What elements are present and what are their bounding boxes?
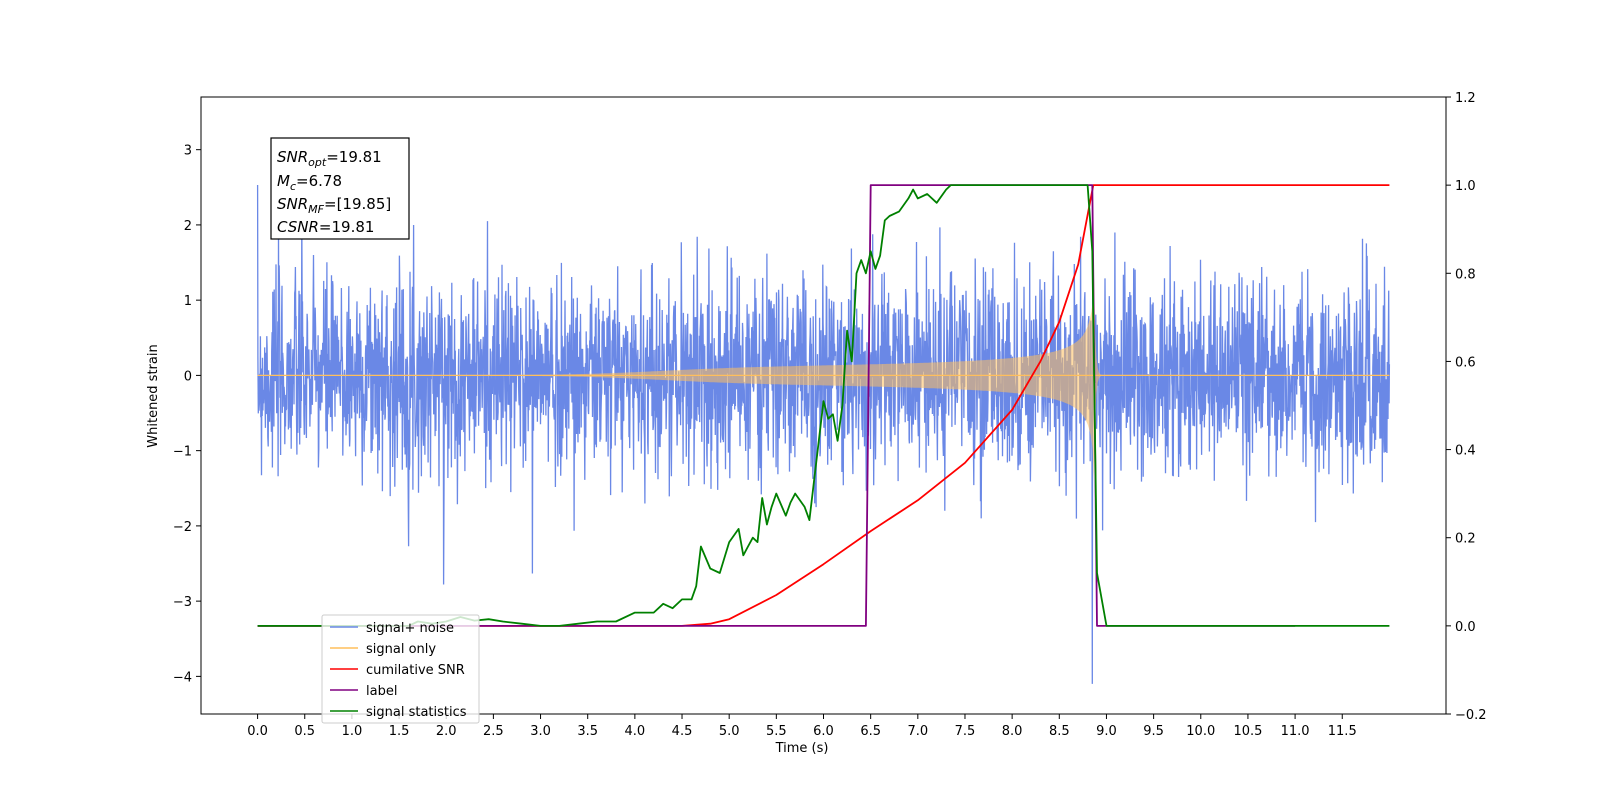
y-tick-label: 3: [184, 144, 192, 159]
x-tick-label: 2.0: [436, 724, 457, 739]
legend-label-signal-statistics: signal statistics: [366, 705, 467, 720]
x-tick-label: 3.5: [577, 724, 598, 739]
info-snr-mf: SNRMF=[19.85]: [277, 195, 391, 216]
y-tick-label: −2: [173, 520, 192, 535]
series-signal-statistics: [257, 184, 1390, 627]
legend-label-signal-noise: signal+ noise: [366, 621, 454, 636]
x-tick-label: 5.0: [719, 724, 740, 739]
x-tick-label: 0.0: [247, 724, 268, 739]
y-tick-label: −4: [173, 670, 192, 685]
x-tick-label: 7.5: [955, 724, 976, 739]
series-cumulative-snr: [257, 184, 1390, 627]
x-tick-label: 9.0: [1096, 724, 1117, 739]
x-tick-label: 0.5: [294, 724, 315, 739]
y2-tick-label: 1.0: [1455, 179, 1476, 194]
x-axis-label: Time (s): [775, 741, 829, 756]
y2-tick-label: 1.2: [1455, 91, 1476, 106]
legend-label-cumulative-snr: cumilative SNR: [366, 663, 465, 678]
x-tick-label: 4.0: [625, 724, 646, 739]
info-box: SNRopt=19.81 Mc=6.78 SNRMF=[19.85] CSNR=…: [270, 137, 410, 240]
x-tick-label: 1.0: [342, 724, 363, 739]
series-signal-noise: [256, 184, 1391, 684]
x-tick-label: 10.0: [1186, 724, 1215, 739]
y2-tick-label: 0.6: [1455, 355, 1476, 370]
x-tick-label: 8.5: [1049, 724, 1070, 739]
legend-label-signal-only: signal only: [366, 642, 436, 657]
info-snr-opt: SNRopt=19.81: [277, 148, 382, 169]
y-tick-label: 1: [184, 294, 192, 309]
x-tick-label: 11.0: [1281, 724, 1310, 739]
x-tick-label: 10.5: [1233, 724, 1262, 739]
y-tick-label: −1: [173, 445, 192, 460]
y-tick-label: 0: [184, 369, 192, 384]
axes: 0.0 0.5 1.0 1.5 2.0 2.5 3.0 3.5 4.0 4.5 5.0 5.5 6.0 6…: [173, 91, 1487, 739]
x-tick-label: 9.5: [1143, 724, 1164, 739]
y2-tick-label: 0.4: [1455, 444, 1476, 459]
x-tick-label: 4.5: [672, 724, 693, 739]
y-axis-label: Whitened strain: [146, 344, 161, 447]
info-csnr: CSNR=19.81: [277, 218, 374, 236]
y-tick-label: 2: [184, 219, 192, 234]
info-mc: Mc=6.78: [277, 172, 342, 193]
legend-label-label: label: [366, 684, 397, 699]
plot-area: [256, 184, 1391, 684]
x-tick-label: 2.5: [483, 724, 504, 739]
x-tick-label: 6.5: [860, 724, 881, 739]
legend: signal+ noise signal only cumilative SNR…: [321, 614, 480, 724]
y2-tick-label: 0.8: [1455, 267, 1476, 282]
y2-tick-label: 0.2: [1455, 532, 1476, 547]
x-tick-label: 6.0: [813, 724, 834, 739]
x-tick-label: 8.0: [1002, 724, 1023, 739]
y-tick-label: −3: [173, 595, 192, 610]
x-tick-label: 1.5: [389, 724, 410, 739]
x-tick-label: 3.0: [530, 724, 551, 739]
y2-tick-label: 0.0: [1455, 620, 1476, 635]
x-tick-label: 7.0: [907, 724, 928, 739]
x-tick-label: 11.5: [1328, 724, 1357, 739]
x-tick-label: 5.5: [766, 724, 787, 739]
y2-tick-label: −0.2: [1455, 708, 1487, 723]
